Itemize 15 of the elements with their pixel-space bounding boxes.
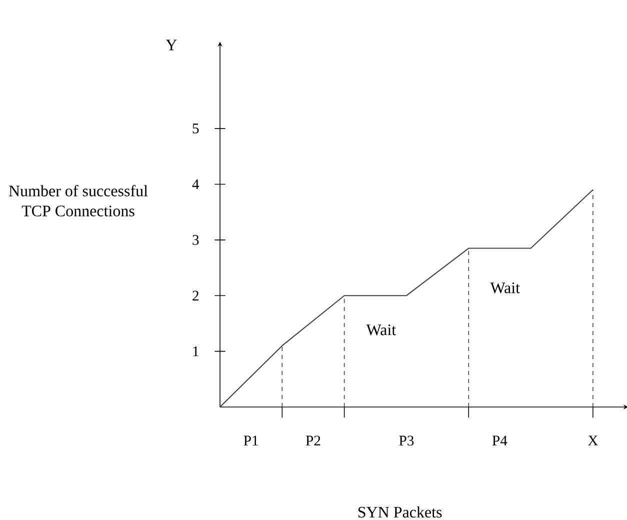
y-tick-label: 1 [193,346,198,356]
y-axis-title: Number of successful TCP Connections [8,184,148,216]
x-tick-label: P4 [492,436,508,446]
x-tick-label: P2 [306,436,320,446]
y-tick-label: 2 [192,290,198,300]
y-tick-label: 5 [192,124,199,134]
x-tick-label: X [588,436,598,446]
x-tick-label: P1 [244,436,258,446]
y-tick-label: 4 [192,179,200,190]
x-tick-label: P3 [399,436,414,446]
annotation: Wait [366,324,396,336]
text: Y [166,40,177,50]
y-tick-label: 3 [192,235,199,245]
x-axis-title: SYN Packets [358,506,442,518]
annotation: Wait [490,282,520,294]
